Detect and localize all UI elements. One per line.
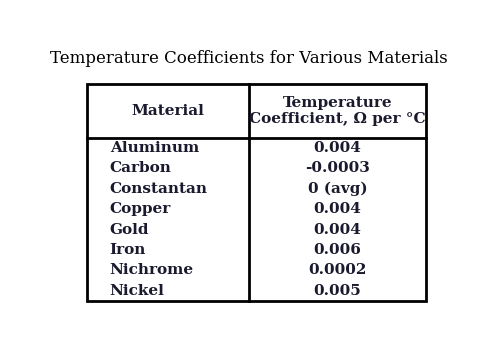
Text: Iron: Iron [110, 243, 146, 257]
Text: 0.004: 0.004 [313, 222, 362, 237]
Text: 0.0002: 0.0002 [309, 263, 367, 277]
Text: Temperature Coefficients for Various Materials: Temperature Coefficients for Various Mat… [50, 50, 448, 67]
Text: Constantan: Constantan [110, 182, 208, 196]
Text: Temperature
Coefficient, Ω per °C: Temperature Coefficient, Ω per °C [249, 96, 426, 126]
Text: Nickel: Nickel [110, 283, 165, 298]
Text: Material: Material [132, 104, 205, 118]
Text: Carbon: Carbon [110, 161, 172, 175]
Bar [87, 84, 426, 301]
Text: Gold: Gold [110, 222, 149, 237]
Text: -0.0003: -0.0003 [305, 161, 370, 175]
Text: 0.005: 0.005 [313, 283, 362, 298]
Text: 0.004: 0.004 [313, 202, 362, 216]
Text: 0.004: 0.004 [313, 141, 362, 155]
Text: 0.006: 0.006 [313, 243, 362, 257]
Text: Nichrome: Nichrome [110, 263, 194, 277]
Text: Copper: Copper [110, 202, 171, 216]
Text: 0 (avg): 0 (avg) [308, 181, 367, 196]
Text: Aluminum: Aluminum [110, 141, 199, 155]
